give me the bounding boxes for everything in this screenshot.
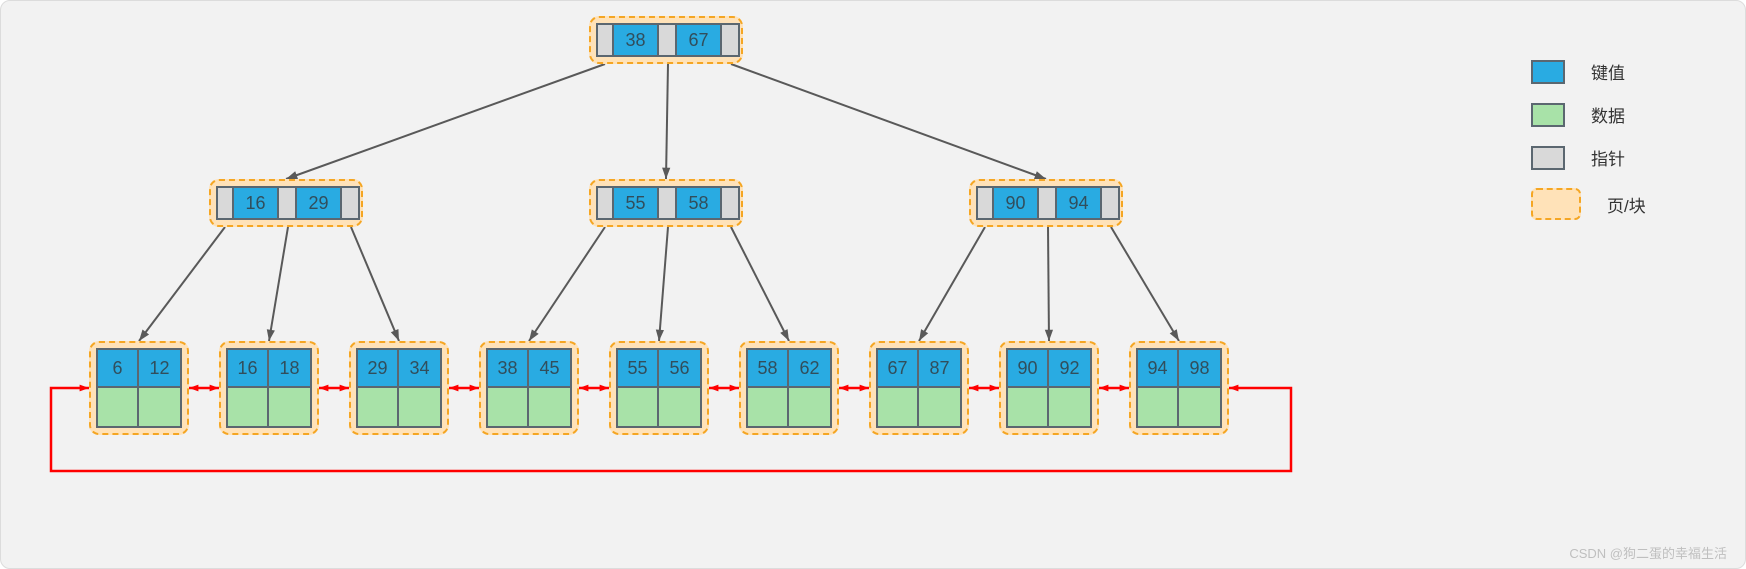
legend-swatch bbox=[1531, 188, 1581, 220]
key-cell: 67 bbox=[876, 348, 919, 388]
pointer-cell bbox=[722, 186, 740, 220]
key-cell: 94 bbox=[1057, 186, 1102, 220]
data-cell bbox=[139, 388, 182, 428]
pointer-cell bbox=[1102, 186, 1120, 220]
internal-page: 55 58 bbox=[589, 179, 743, 227]
leaf-page: 5862 bbox=[739, 341, 839, 435]
legend-item: 页/块 bbox=[1531, 188, 1646, 220]
key-cell: 6 bbox=[96, 348, 139, 388]
key-cell: 56 bbox=[659, 348, 702, 388]
edge-layer bbox=[1, 1, 1746, 569]
data-cell bbox=[659, 388, 702, 428]
leaf-page: 3845 bbox=[479, 341, 579, 435]
leaf-page: 6787 bbox=[869, 341, 969, 435]
internal-page: 90 94 bbox=[969, 179, 1123, 227]
leaf-page: 5556 bbox=[609, 341, 709, 435]
data-cell bbox=[356, 388, 399, 428]
legend-swatch bbox=[1531, 103, 1565, 127]
pointer-cell bbox=[659, 186, 677, 220]
data-cell bbox=[226, 388, 269, 428]
key-cell: 90 bbox=[1006, 348, 1049, 388]
pointer-cell bbox=[976, 186, 994, 220]
key-cell: 16 bbox=[234, 186, 279, 220]
key-cell: 67 bbox=[677, 23, 722, 57]
key-cell: 92 bbox=[1049, 348, 1092, 388]
data-cell bbox=[1006, 388, 1049, 428]
leaf-page: 9498 bbox=[1129, 341, 1229, 435]
key-cell: 58 bbox=[677, 186, 722, 220]
key-cell: 55 bbox=[614, 186, 659, 220]
key-cell: 87 bbox=[919, 348, 962, 388]
data-cell bbox=[529, 388, 572, 428]
diagram-canvas: CSDN @狗二蛋的幸福生活 3867162955589094612161829… bbox=[0, 0, 1746, 569]
pointer-cell bbox=[722, 23, 740, 57]
key-cell: 34 bbox=[399, 348, 442, 388]
key-cell: 38 bbox=[486, 348, 529, 388]
internal-page: 38 67 bbox=[589, 16, 743, 64]
legend-label: 键值 bbox=[1591, 59, 1625, 84]
leaf-page: 1618 bbox=[219, 341, 319, 435]
data-cell bbox=[919, 388, 962, 428]
legend-swatch bbox=[1531, 146, 1565, 170]
key-cell: 29 bbox=[356, 348, 399, 388]
key-cell: 98 bbox=[1179, 348, 1222, 388]
data-cell bbox=[1049, 388, 1092, 428]
legend-label: 指针 bbox=[1591, 145, 1625, 170]
leaf-page: 612 bbox=[89, 341, 189, 435]
watermark: CSDN @狗二蛋的幸福生活 bbox=[1569, 543, 1727, 562]
legend-label: 数据 bbox=[1591, 102, 1625, 127]
pointer-cell bbox=[216, 186, 234, 220]
legend-item: 键值 bbox=[1531, 59, 1646, 84]
legend-item: 数据 bbox=[1531, 102, 1646, 127]
key-cell: 62 bbox=[789, 348, 832, 388]
key-cell: 38 bbox=[614, 23, 659, 57]
pointer-cell bbox=[279, 186, 297, 220]
key-cell: 94 bbox=[1136, 348, 1179, 388]
data-cell bbox=[399, 388, 442, 428]
legend-label: 页/块 bbox=[1607, 192, 1646, 217]
key-cell: 55 bbox=[616, 348, 659, 388]
data-cell bbox=[876, 388, 919, 428]
internal-page: 1629 bbox=[209, 179, 363, 227]
key-cell: 16 bbox=[226, 348, 269, 388]
data-cell bbox=[1179, 388, 1222, 428]
data-cell bbox=[486, 388, 529, 428]
pointer-cell bbox=[1039, 186, 1057, 220]
data-cell bbox=[1136, 388, 1179, 428]
key-cell: 58 bbox=[746, 348, 789, 388]
data-cell bbox=[746, 388, 789, 428]
data-cell bbox=[96, 388, 139, 428]
pointer-cell bbox=[596, 186, 614, 220]
data-cell bbox=[616, 388, 659, 428]
data-cell bbox=[789, 388, 832, 428]
pointer-cell bbox=[659, 23, 677, 57]
data-cell bbox=[269, 388, 312, 428]
key-cell: 90 bbox=[994, 186, 1039, 220]
key-cell: 45 bbox=[529, 348, 572, 388]
key-cell: 29 bbox=[297, 186, 342, 220]
legend-swatch bbox=[1531, 60, 1565, 84]
pointer-cell bbox=[342, 186, 360, 220]
legend-item: 指针 bbox=[1531, 145, 1646, 170]
leaf-page: 2934 bbox=[349, 341, 449, 435]
key-cell: 12 bbox=[139, 348, 182, 388]
legend: 键值数据指针页/块 bbox=[1531, 59, 1646, 220]
key-cell: 18 bbox=[269, 348, 312, 388]
leaf-page: 9092 bbox=[999, 341, 1099, 435]
pointer-cell bbox=[596, 23, 614, 57]
